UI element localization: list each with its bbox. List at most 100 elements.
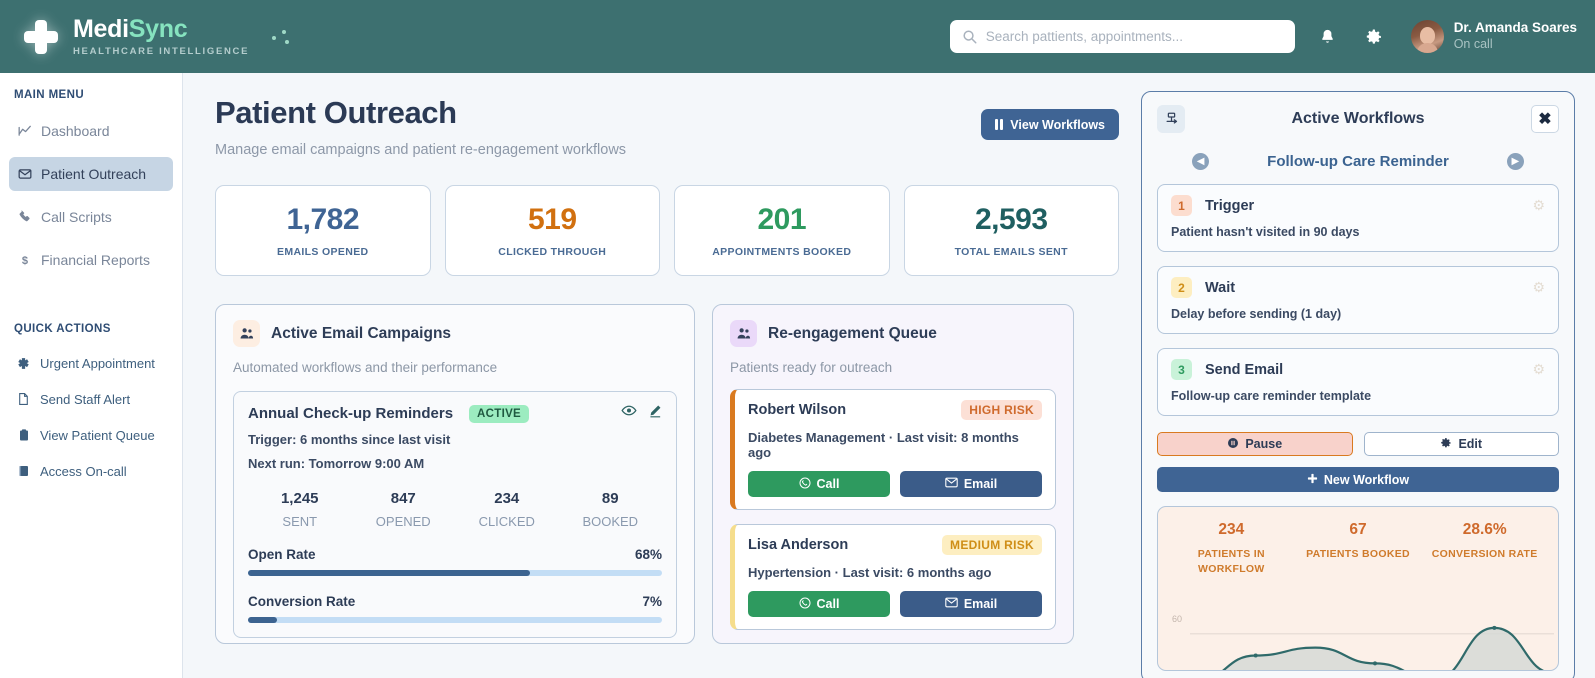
patient-name: Lisa Anderson xyxy=(748,537,849,553)
conversion-rate-value: 7% xyxy=(642,594,662,609)
gear-icon[interactable]: ⚙ xyxy=(1532,197,1545,213)
pause-label: Pause xyxy=(1245,437,1283,451)
gear-icon xyxy=(1440,437,1452,452)
envelope-icon xyxy=(945,477,958,491)
stat-value: 2,593 xyxy=(974,203,1048,236)
patient-card[interactable]: Robert Wilson HIGH RISK Diabetes Managem… xyxy=(730,389,1056,510)
step-name: Trigger xyxy=(1205,197,1255,214)
wf-stat-label: CONVERSION RATE xyxy=(1431,548,1538,560)
medical-cross-icon xyxy=(16,357,31,370)
brand-logo: MediSync HEALTHCARE INTELLIGENCE xyxy=(22,14,294,57)
global-search[interactable] xyxy=(949,20,1295,53)
wf-stat-conversion-rate: 28.6% CONVERSION RATE xyxy=(1421,521,1548,577)
people-icon xyxy=(233,320,260,347)
clipboard-icon xyxy=(16,428,31,442)
new-workflow-label: New Workflow xyxy=(1323,472,1410,487)
current-workflow-name: Follow-up Care Reminder xyxy=(1267,153,1449,170)
patient-card[interactable]: Lisa Anderson MEDIUM RISK Hypertension ·… xyxy=(730,524,1056,630)
metric-label: SENT xyxy=(282,514,318,529)
stat-card-clicked-through: 519 CLICKED THROUGH xyxy=(444,185,660,276)
chart-line-icon xyxy=(17,124,32,138)
metric-value: 1,245 xyxy=(280,490,319,507)
sidebar-item-label: Call Scripts xyxy=(41,209,112,225)
risk-badge: HIGH RISK xyxy=(961,400,1042,420)
gear-icon[interactable]: ⚙ xyxy=(1532,279,1545,295)
book-icon xyxy=(16,464,31,478)
close-icon[interactable]: ✖ xyxy=(1531,105,1559,133)
step-description: Delay before sending (1 day) xyxy=(1171,307,1342,321)
campaign-card[interactable]: Annual Check-up Reminders ACTIVE Trigger… xyxy=(233,391,677,638)
settings-button[interactable] xyxy=(1361,24,1387,50)
gear-icon[interactable]: ⚙ xyxy=(1532,361,1545,377)
metric-opened: 847 OPENED xyxy=(352,490,456,529)
pause-workflow-button[interactable]: Pause xyxy=(1157,432,1353,456)
stat-value: 1,782 xyxy=(286,203,360,236)
search-input[interactable] xyxy=(985,29,1283,44)
new-workflow-button[interactable]: New Workflow xyxy=(1157,467,1559,492)
quick-action-access-on-call[interactable]: Access On-call xyxy=(16,456,173,486)
sidebar-item-dashboard[interactable]: Dashboard xyxy=(9,114,173,148)
stat-card-emails-opened: 1,782 EMAILS OPENED xyxy=(215,185,431,276)
workflow-step-wait[interactable]: 2 Wait ⚙ Delay before sending (1 day) xyxy=(1157,266,1559,334)
workflow-step-send-email[interactable]: 3 Send Email ⚙ Follow-up care reminder t… xyxy=(1157,348,1559,416)
step-description: Patient hasn't visited in 90 days xyxy=(1171,225,1360,239)
email-button[interactable]: Email xyxy=(900,591,1042,617)
notifications-button[interactable] xyxy=(1315,24,1341,50)
email-button[interactable]: Email xyxy=(900,471,1042,497)
call-button[interactable]: Call xyxy=(748,471,890,497)
quick-action-view-patient-queue[interactable]: View Patient Queue xyxy=(16,420,173,450)
dollar-icon: $ xyxy=(17,253,32,267)
metric-label: OPENED xyxy=(375,514,431,529)
quick-action-label: View Patient Queue xyxy=(40,427,155,443)
metric-label: BOOKED xyxy=(582,514,639,529)
workflow-stats-card: 234 PATIENTS IN WORKFLOW 67 PATIENTS BOO… xyxy=(1157,506,1559,671)
stat-card-appointments-booked: 201 APPOINTMENTS BOOKED xyxy=(674,185,890,276)
wf-stat-value: 28.6% xyxy=(1462,521,1507,538)
metric-value: 234 xyxy=(494,490,520,507)
stat-label: TOTAL EMAILS SENT xyxy=(954,246,1068,258)
edit-workflow-button[interactable]: Edit xyxy=(1363,432,1559,456)
workflow-node-icon xyxy=(1157,105,1185,133)
page-title: Patient Outreach xyxy=(215,95,457,130)
email-label: Email xyxy=(963,477,998,491)
metric-booked: 89 BOOKED xyxy=(559,490,663,529)
open-rate-value: 68% xyxy=(634,547,662,562)
conversion-rate-progress xyxy=(248,617,662,623)
step-number: 3 xyxy=(1171,359,1192,380)
call-button[interactable]: Call xyxy=(748,591,890,617)
metric-sent: 1,245 SENT xyxy=(248,490,352,529)
metric-value: 89 xyxy=(601,490,619,507)
chevron-right-icon[interactable]: ▶ xyxy=(1506,153,1524,170)
campaign-metrics: 1,245 SENT 847 OPENED 234 CLICKED 89 xyxy=(248,490,662,529)
metric-clicked: 234 CLICKED xyxy=(455,490,559,529)
view-workflows-button[interactable]: View Workflows xyxy=(981,109,1119,140)
quick-action-urgent-appointment[interactable]: Urgent Appointment xyxy=(16,348,173,378)
brand-name-first: Medi xyxy=(73,14,129,43)
quick-action-send-staff-alert[interactable]: Send Staff Alert xyxy=(16,384,173,414)
patient-name: Robert Wilson xyxy=(748,402,847,418)
workflow-panel-title: Active Workflows xyxy=(1291,110,1425,127)
pencil-icon[interactable] xyxy=(648,404,662,423)
open-rate-progress xyxy=(248,570,662,576)
eye-icon[interactable] xyxy=(621,404,637,423)
panel-subtitle: Patients ready for outreach xyxy=(730,360,893,375)
chevron-left-icon[interactable]: ◀ xyxy=(1192,153,1210,170)
sidebar-item-patient-outreach[interactable]: Patient Outreach xyxy=(9,157,173,191)
user-profile[interactable]: Dr. Amanda Soares On call xyxy=(1410,20,1577,53)
risk-badge: MEDIUM RISK xyxy=(942,535,1042,555)
workflow-step-trigger[interactable]: 1 Trigger ⚙ Patient hasn't visited in 90… xyxy=(1157,184,1559,252)
edit-label: Edit xyxy=(1458,437,1483,451)
sidebar-item-financial-reports[interactable]: $ Financial Reports xyxy=(9,243,173,277)
open-rate-label: Open Rate xyxy=(248,547,316,562)
sidebar-item-call-scripts[interactable]: Call Scripts xyxy=(9,200,173,234)
panel-title: Re-engagement Queue xyxy=(768,324,937,342)
step-number: 1 xyxy=(1171,195,1192,216)
chart-ytick-label: 60 xyxy=(1172,614,1183,625)
stat-label: APPOINTMENTS BOOKED xyxy=(712,246,852,258)
wf-stat-patients-booked: 67 PATIENTS BOOKED xyxy=(1295,521,1422,577)
svg-text:$: $ xyxy=(21,255,27,267)
people-icon xyxy=(730,320,757,347)
phone-circle-icon xyxy=(799,477,811,492)
phone-icon xyxy=(17,210,32,224)
gear-icon xyxy=(1366,29,1381,44)
